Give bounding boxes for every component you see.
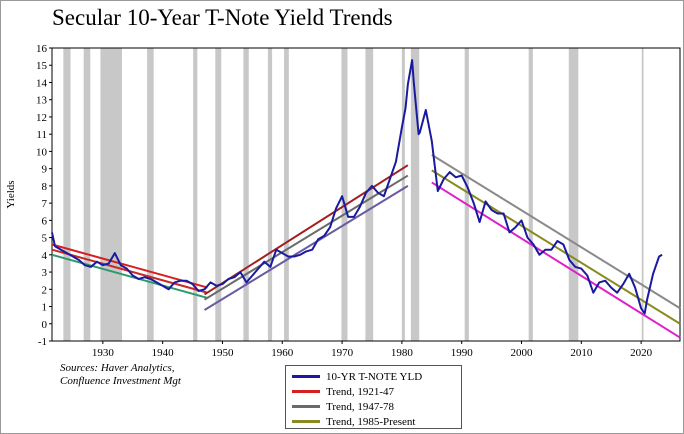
y-tick-label: 16	[36, 43, 48, 55]
recession-bar	[267, 48, 273, 341]
sources-line-2: Confluence Investment Mgt	[60, 375, 181, 387]
recession-bar	[464, 48, 469, 341]
yield-series-line	[51, 59, 663, 315]
y-tick-label: -1	[38, 336, 47, 348]
legend-label: 10-YR T-NOTE YLD	[326, 370, 423, 383]
legend-label: Trend, 1985-Present	[326, 415, 416, 428]
recession-bar	[284, 48, 289, 341]
y-tick-label: 7	[42, 198, 48, 210]
recession-bar	[63, 48, 71, 341]
y-tick-label: 15	[36, 60, 48, 72]
y-axis-label: Yields	[5, 180, 17, 208]
legend-item: Trend, 1947-78	[292, 399, 461, 414]
y-tick-label: 10	[36, 146, 48, 158]
recession-bar	[215, 48, 222, 341]
y-tick-label: 14	[36, 77, 48, 89]
legend-item: Trend, 1985-Present	[292, 414, 461, 429]
recession-bar	[243, 48, 249, 341]
recession-bar	[147, 48, 154, 341]
x-tick-label: 2000	[511, 347, 534, 359]
x-tick-label: 2010	[570, 347, 593, 359]
sources-note: Sources: Haver Analytics, Confluence Inv…	[60, 362, 181, 388]
recession-bar	[641, 48, 644, 341]
y-tick-label: 0	[42, 319, 48, 331]
recession-bar	[100, 48, 122, 341]
sources-line-1: Sources: Haver Analytics,	[60, 362, 175, 374]
y-tick-label: 3	[42, 267, 48, 279]
y-tick-label: 9	[42, 164, 48, 176]
x-tick-label: 1940	[152, 347, 175, 359]
y-tick-label: 2	[42, 284, 48, 296]
x-tick-label: 1970	[331, 347, 354, 359]
legend-swatch	[292, 420, 320, 423]
y-tick-label: 5	[42, 233, 48, 245]
x-tick-label: 2020	[630, 347, 653, 359]
plot-area	[51, 47, 681, 342]
legend: 10-YR T-NOTE YLD Trend, 1921-47 Trend, 194…	[285, 365, 462, 429]
legend-swatch	[292, 405, 320, 408]
y-tick-label: 4	[42, 250, 48, 262]
trend-line	[203, 164, 409, 296]
y-tick-label: 6	[42, 215, 48, 227]
x-tick-label: 1950	[211, 347, 234, 359]
trend-line	[203, 174, 409, 301]
y-tick-label: 12	[36, 112, 47, 124]
y-tick-label: 13	[36, 95, 48, 107]
x-tick-label: 1980	[391, 347, 414, 359]
legend-swatch	[292, 390, 320, 393]
recession-bar	[341, 48, 348, 341]
y-tick-label: 1	[42, 302, 48, 314]
x-tick-label: 1990	[451, 347, 474, 359]
y-tick-label: 11	[36, 129, 47, 141]
trend-line	[51, 253, 208, 299]
chart-title: Secular 10-Year T-Note Yield Trends	[52, 5, 393, 30]
recession-bar	[193, 48, 198, 341]
recession-bar	[365, 48, 374, 341]
x-tick-label: 1960	[271, 347, 294, 359]
recession-bar	[401, 48, 405, 341]
legend-swatch	[292, 375, 320, 378]
recession-bar	[410, 48, 420, 341]
trend-line	[203, 185, 409, 311]
trend-line	[431, 181, 681, 339]
legend-label: Trend, 1947-78	[326, 400, 395, 413]
y-tick-label: 8	[42, 181, 48, 193]
trend-line	[431, 154, 681, 310]
legend-label: Trend, 1921-47	[326, 385, 395, 398]
recession-bar	[83, 48, 91, 341]
x-tick-label: 1930	[92, 347, 115, 359]
recession-bar	[528, 48, 533, 341]
legend-item: 10-YR T-NOTE YLD	[292, 369, 461, 384]
recession-bar	[568, 48, 579, 341]
legend-item: Trend, 1921-47	[292, 384, 461, 399]
